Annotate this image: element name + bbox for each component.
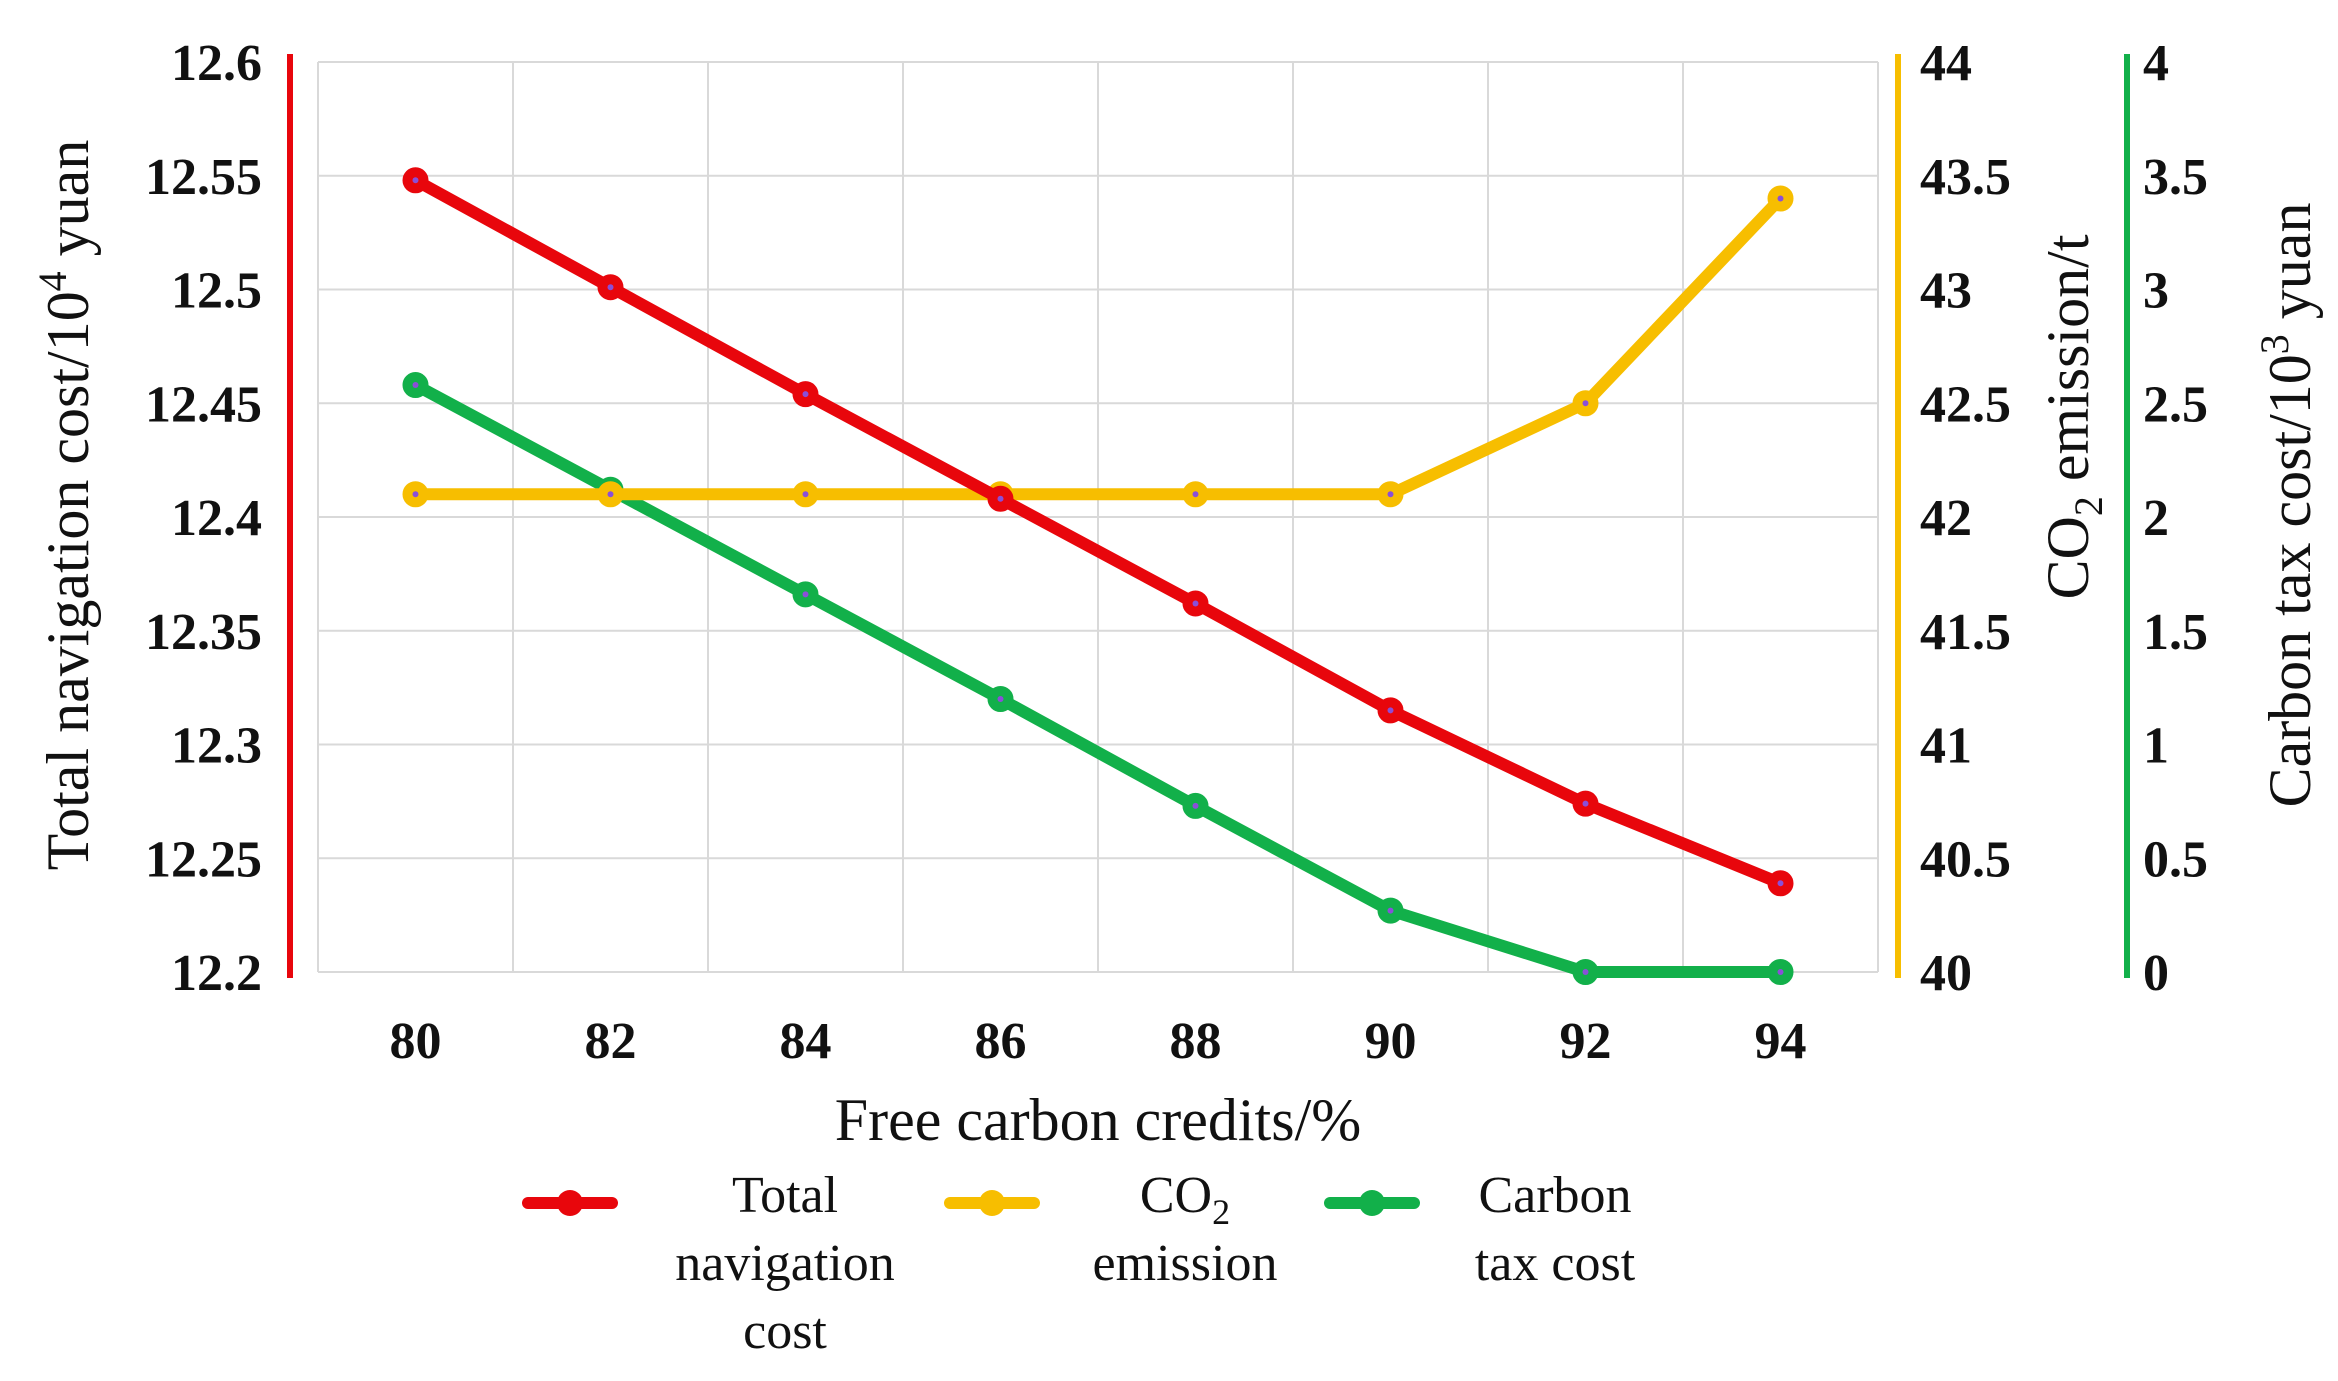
legend-label: emission xyxy=(1093,1235,1278,1292)
tick-label-right2: 2.5 xyxy=(2143,376,2208,433)
y-axis-title-left: Total navigation cost/104 yuan xyxy=(30,140,101,871)
data-point-center xyxy=(1387,907,1394,914)
tick-label-right1: 43.5 xyxy=(1920,149,2011,206)
tick-label-left: 12.5 xyxy=(171,263,262,320)
data-point-center xyxy=(997,696,1004,702)
data-point-center xyxy=(1582,969,1589,975)
tick-label-right1: 41.5 xyxy=(1920,604,2011,661)
tick-label-right1: 44 xyxy=(1920,35,1972,92)
axes: 12.212.2512.312.3512.412.4512.512.5512.6… xyxy=(30,35,2323,1153)
data-point-center xyxy=(412,382,419,389)
legend-label: navigation xyxy=(675,1235,895,1292)
data-point-center xyxy=(802,591,809,598)
x-tick-label: 80 xyxy=(390,1013,442,1070)
x-tick-label: 94 xyxy=(1755,1013,1807,1070)
legend-item-2: Carbon tax cost xyxy=(1324,1167,1636,1292)
legend-item-0: Total navigation cost xyxy=(522,1167,895,1360)
data-point-center xyxy=(802,491,809,498)
x-tick-label: 86 xyxy=(975,1013,1027,1070)
tick-label-right2: 1 xyxy=(2143,718,2169,775)
tick-label-right2: 4 xyxy=(2143,35,2169,92)
series-line-2 xyxy=(409,379,1787,978)
data-point-center xyxy=(1387,491,1394,498)
legend-swatch-marker xyxy=(557,1190,583,1216)
tick-label-left: 12.55 xyxy=(145,149,262,206)
tick-label-right1: 40.5 xyxy=(1920,831,2011,888)
series-line-0 xyxy=(409,174,1787,890)
data-point-center xyxy=(1777,880,1784,887)
tick-label-right2: 2 xyxy=(2143,490,2169,547)
data-point-center xyxy=(997,495,1004,502)
tick-label-left: 12.4 xyxy=(171,490,262,547)
tick-label-left: 12.2 xyxy=(171,945,262,1002)
x-tick-label: 90 xyxy=(1365,1013,1417,1070)
tick-label-left: 12.25 xyxy=(145,831,262,888)
legend-label: CO2 xyxy=(1140,1167,1230,1232)
tick-label-right2: 3.5 xyxy=(2143,149,2208,206)
tick-label-right1: 43 xyxy=(1920,263,1972,320)
data-point-center xyxy=(607,284,614,291)
tick-label-left: 12.6 xyxy=(171,35,262,92)
data-point-center xyxy=(1582,400,1589,407)
data-point-center xyxy=(1777,969,1784,975)
data-point-center xyxy=(607,491,614,498)
legend-swatch-marker xyxy=(979,1190,1005,1216)
tick-label-right2: 0 xyxy=(2143,945,2169,1002)
data-point-center xyxy=(412,491,419,498)
data-point-center xyxy=(1192,600,1199,607)
legend-swatch-marker xyxy=(1359,1190,1385,1216)
legend-label: Total xyxy=(732,1167,838,1224)
series-line-1 xyxy=(409,192,1787,501)
y-axis-title-carbon-tax: Carbon tax cost/103 yuan xyxy=(2252,203,2323,808)
data-point-center xyxy=(1387,707,1394,714)
data-point-center xyxy=(1582,800,1589,807)
tick-label-right1: 41 xyxy=(1920,718,1972,775)
data-point-center xyxy=(1192,491,1199,498)
legend-label: Carbon xyxy=(1478,1167,1631,1224)
tick-label-right1: 42.5 xyxy=(1920,376,2011,433)
grid xyxy=(317,61,1879,973)
tick-label-right2: 1.5 xyxy=(2143,604,2208,661)
legend-label: tax cost xyxy=(1475,1235,1636,1292)
series-layer xyxy=(402,167,1794,985)
y-axis-title-co2: CO2 emission/t xyxy=(2035,234,2111,599)
tick-label-left: 12.3 xyxy=(171,718,262,775)
x-tick-label: 88 xyxy=(1170,1013,1222,1070)
data-point-center xyxy=(802,391,809,398)
tick-label-right2: 3 xyxy=(2143,263,2169,320)
tick-label-right1: 42 xyxy=(1920,490,1972,547)
x-axis-title: Free carbon credits/% xyxy=(835,1087,1361,1153)
tick-label-left: 12.35 xyxy=(145,604,262,661)
x-tick-label: 92 xyxy=(1560,1013,1612,1070)
data-point-center xyxy=(412,177,419,184)
data-point-center xyxy=(1777,195,1784,202)
x-tick-label: 82 xyxy=(585,1013,637,1070)
data-point-center xyxy=(1192,802,1199,809)
tick-label-left: 12.45 xyxy=(145,376,262,433)
x-tick-label: 84 xyxy=(780,1013,832,1070)
tick-label-right2: 0.5 xyxy=(2143,831,2208,888)
tick-label-right1: 40 xyxy=(1920,945,1972,1002)
legend-label: cost xyxy=(743,1303,827,1360)
